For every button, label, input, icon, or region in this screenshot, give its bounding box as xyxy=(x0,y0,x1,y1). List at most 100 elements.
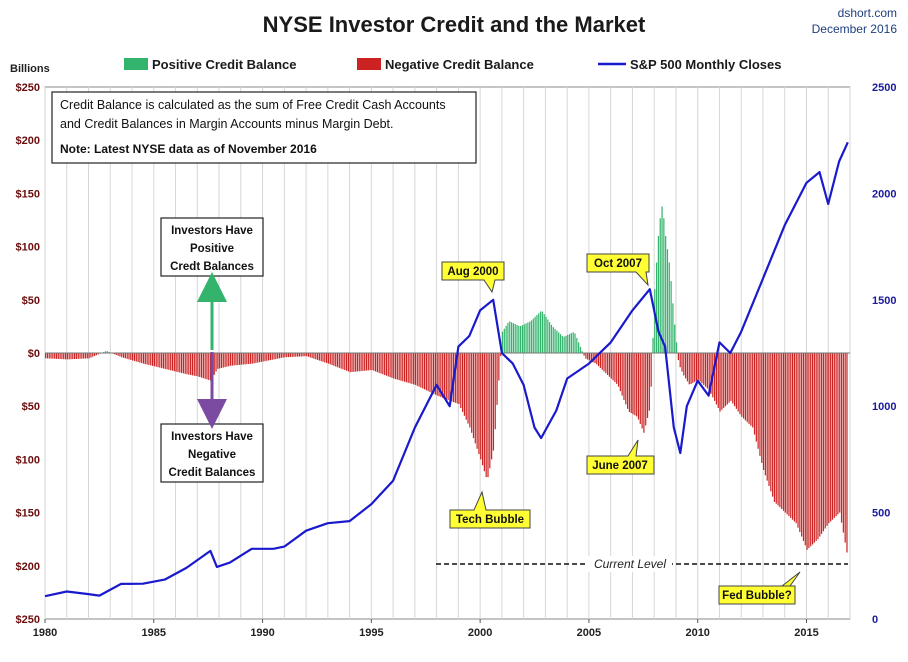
credit-bar xyxy=(336,353,339,368)
info-box: Credit Balance is calculated as the sum … xyxy=(51,91,477,164)
y-axis-right: 2500 2000 1500 1000 500 0 xyxy=(872,82,896,626)
credit-bar xyxy=(358,353,360,372)
credit-bar xyxy=(316,353,319,360)
credit-bar xyxy=(240,353,243,365)
credit-bar xyxy=(190,353,192,375)
credit-bar xyxy=(331,353,333,366)
credit-bar xyxy=(170,353,172,371)
svg-text:Fed Bubble?: Fed Bubble? xyxy=(722,590,792,602)
credit-bar xyxy=(384,353,386,375)
credit-bar xyxy=(217,353,219,369)
svg-text:Aug 2000: Aug 2000 xyxy=(447,266,498,278)
y-left-tick-label: $250 xyxy=(16,82,40,94)
credit-bar xyxy=(661,206,663,353)
credit-bar xyxy=(764,353,766,476)
credit-bar xyxy=(423,353,426,390)
credit-bar xyxy=(355,353,357,372)
legend-label-negative: Negative Credit Balance xyxy=(385,57,534,72)
credit-bar xyxy=(273,353,275,360)
credit-bar xyxy=(695,353,698,381)
credit-bar xyxy=(300,353,302,357)
negative-box-line-3: Credit Balances xyxy=(169,467,256,479)
credit-bar xyxy=(403,353,406,382)
y-left-tick-label: $250 xyxy=(16,614,40,626)
credit-bar xyxy=(802,353,805,541)
credit-bar xyxy=(220,353,223,368)
credit-bar xyxy=(768,353,770,486)
credit-bar xyxy=(104,351,107,353)
credit-bar xyxy=(773,353,776,502)
credit-bar xyxy=(503,328,505,353)
credit-bar xyxy=(277,353,279,359)
credit-bar xyxy=(846,353,848,553)
credit-bar xyxy=(817,353,819,540)
credit-bar xyxy=(840,353,843,523)
credit-bar xyxy=(590,353,592,362)
credit-bar xyxy=(347,353,349,372)
credit-bar xyxy=(333,353,335,366)
credit-bar xyxy=(413,353,415,385)
credit-bar xyxy=(685,353,687,379)
credit-bar xyxy=(83,353,85,359)
credit-bar xyxy=(770,353,772,492)
credit-bar xyxy=(826,353,828,526)
credit-bar xyxy=(639,353,641,424)
credit-bar xyxy=(59,353,61,360)
credit-bar xyxy=(433,353,435,394)
credit-bar xyxy=(784,353,786,513)
credit-bar xyxy=(264,353,266,362)
credit-bar xyxy=(351,353,353,372)
credit-bar xyxy=(568,334,571,353)
credit-bar xyxy=(710,353,712,394)
credit-bar xyxy=(570,333,572,353)
credit-bar xyxy=(668,262,670,353)
credit-bar xyxy=(469,353,471,428)
credit-bar xyxy=(703,353,705,385)
credit-bar xyxy=(558,332,560,353)
credit-bar xyxy=(287,353,290,358)
credit-bar xyxy=(616,353,618,384)
credit-bar xyxy=(597,353,600,367)
credit-bar xyxy=(679,353,681,368)
credit-bar xyxy=(688,353,690,385)
credit-bar xyxy=(385,353,388,376)
sp500-line xyxy=(44,141,849,598)
credit-bar xyxy=(326,353,328,364)
credit-bar xyxy=(191,353,194,376)
credit-bar xyxy=(376,353,378,373)
credit-bar xyxy=(498,353,500,381)
credit-bar xyxy=(422,353,424,389)
credit-bar xyxy=(313,353,315,359)
credit-bar xyxy=(454,353,456,403)
y-axis-unit: Billions xyxy=(10,63,50,75)
credit-bar xyxy=(418,353,420,387)
credit-bar xyxy=(456,353,458,404)
credit-bar xyxy=(329,353,331,365)
credit-bar xyxy=(646,353,649,419)
credit-bar xyxy=(307,353,310,357)
credit-bar xyxy=(487,353,489,478)
credit-bar xyxy=(532,318,534,353)
credit-bar xyxy=(179,353,181,373)
credit-bar xyxy=(732,353,734,404)
credit-bar xyxy=(306,353,308,357)
credit-bar xyxy=(761,353,763,463)
credit-bar xyxy=(434,353,437,395)
credit-bar xyxy=(788,353,790,517)
credit-bar xyxy=(759,353,761,456)
credit-bar xyxy=(567,334,569,353)
credit-bar xyxy=(612,353,614,381)
credit-bar xyxy=(820,353,823,534)
credit-bar xyxy=(779,353,781,508)
x-tick-label: 1995 xyxy=(359,627,383,639)
credit-bar xyxy=(670,281,672,353)
credit-bar xyxy=(813,353,815,543)
y-left-tick-label: $150 xyxy=(16,508,40,520)
credit-bar xyxy=(297,353,299,357)
credit-bar xyxy=(90,353,92,358)
y-right-tick-label: 1500 xyxy=(872,295,896,307)
credit-bar xyxy=(197,353,199,377)
credit-bar xyxy=(202,353,204,379)
credit-bar xyxy=(271,353,273,360)
callout-june-2007: June 2007 xyxy=(586,439,655,475)
